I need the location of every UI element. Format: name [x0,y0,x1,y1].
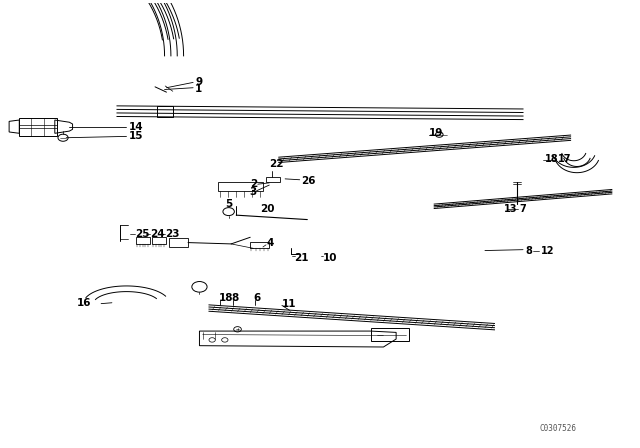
Bar [169,238,188,247]
Text: 20: 20 [260,203,274,214]
FancyBboxPatch shape [157,106,173,117]
Text: 18: 18 [545,154,559,164]
Text: 3: 3 [249,187,256,197]
Text: 12: 12 [541,246,554,255]
Text: 7: 7 [520,204,527,215]
Bar [152,237,166,244]
Text: 24: 24 [150,229,164,239]
Text: 21: 21 [294,253,309,263]
Text: 2: 2 [250,179,257,189]
Text: 23: 23 [165,229,180,239]
Text: 4: 4 [266,238,273,249]
Text: 8: 8 [231,293,239,303]
Text: 26: 26 [301,176,316,185]
Text: C0307526: C0307526 [540,424,577,433]
Bar [218,182,263,191]
Text: 10: 10 [323,253,338,263]
Bar [371,328,409,341]
Text: 9: 9 [195,77,202,86]
Text: 6: 6 [253,293,260,303]
Bar [136,237,150,244]
Text: 8: 8 [525,246,532,255]
Text: 5: 5 [225,198,232,208]
Text: 15: 15 [129,131,143,142]
Text: 22: 22 [269,159,284,169]
Text: 25: 25 [135,229,149,239]
Text: 13: 13 [504,204,518,215]
Text: 18: 18 [218,293,233,303]
Text: 11: 11 [282,299,296,309]
Text: 16: 16 [77,298,92,308]
Text: 1: 1 [195,84,202,94]
Text: 14: 14 [129,122,143,132]
Text: 17: 17 [558,154,572,164]
Text: 19: 19 [429,128,444,138]
Bar [250,242,269,248]
